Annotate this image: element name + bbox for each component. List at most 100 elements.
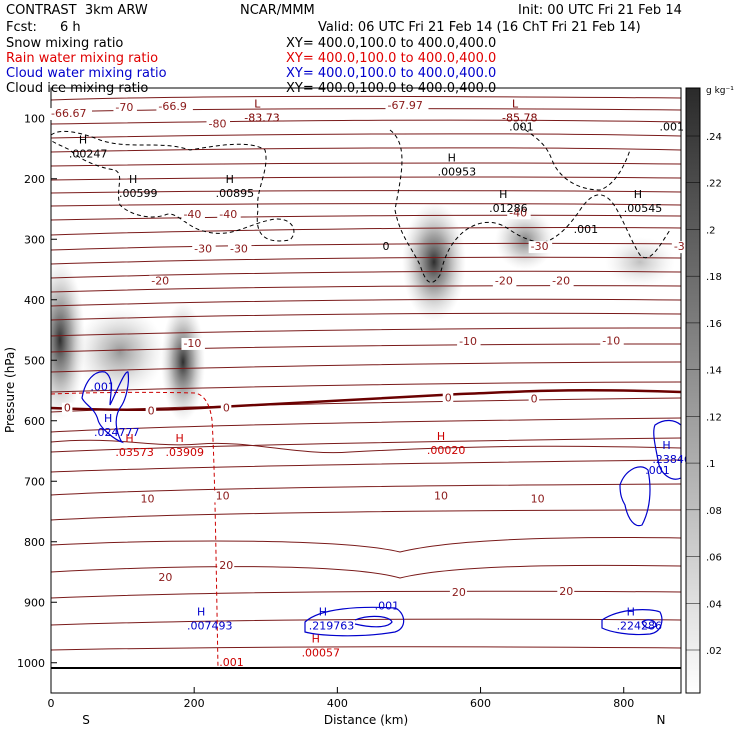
temperature-label: 20	[219, 559, 233, 572]
x-tick-label: 400	[327, 697, 348, 710]
cloud-water-contour	[304, 606, 405, 637]
extremum-value: .007493	[187, 619, 233, 632]
extremum-tag: H	[319, 605, 327, 618]
cloud-water-contour	[81, 371, 130, 444]
temperature-label: -40	[183, 208, 201, 221]
colorbar-label: .04	[706, 599, 722, 610]
temperature-label: 0	[531, 393, 538, 406]
x-tick-label: 600	[470, 697, 491, 710]
extremum-value: .224286	[617, 619, 663, 632]
temp-label-bg	[227, 243, 252, 256]
temp-label-bg	[217, 209, 241, 222]
y-axis-label: Pressure (hPa)	[3, 347, 17, 433]
plot-frame	[50, 87, 682, 694]
extremum-value: .00953	[438, 166, 477, 179]
temp-label-bg	[149, 275, 173, 288]
temperature-label: -70	[115, 101, 133, 114]
x-tick-label: 0	[48, 697, 55, 710]
temperature-label: 20	[452, 586, 466, 599]
x-tick-label: 200	[184, 697, 205, 710]
extremum-value: .01286	[489, 202, 528, 215]
forecast-label: Fcst:	[6, 20, 37, 35]
temperature-label: 0	[223, 402, 230, 415]
y-tick-label: 500	[24, 354, 45, 367]
ice-contour	[51, 130, 295, 242]
shading-blob	[51, 260, 85, 420]
extremum-tag: H	[499, 188, 507, 201]
contour-label: .001	[509, 120, 534, 133]
temperature-label: -20	[552, 275, 570, 288]
temp-label-bg	[442, 392, 454, 405]
temp-label-bg	[432, 490, 450, 503]
colorbar-label: .02	[706, 646, 722, 657]
valid-time: Valid: 06 UTC Fri 21 Feb 14 (16 ChT Fri …	[318, 20, 641, 35]
forecast-value: 6 h	[60, 20, 81, 35]
contour-label: .001	[574, 223, 599, 236]
temp-label-bg	[113, 101, 137, 114]
y-tick-label: 200	[24, 173, 45, 186]
extremum-value: .03909	[166, 446, 205, 459]
temp-label-bg	[217, 559, 235, 572]
temp-contour	[51, 439, 681, 454]
temperature-label: 0	[148, 405, 155, 418]
temperature-label: -10	[459, 335, 477, 348]
extremum-tag: H	[129, 173, 137, 186]
temp-contour	[51, 312, 681, 321]
temp-contour	[51, 270, 681, 279]
temp-contour	[51, 119, 681, 125]
temp-label-bg	[528, 241, 553, 254]
model-title: CONTRAST 3km ARW	[6, 3, 148, 18]
temp-contour	[51, 361, 681, 373]
extremum-value: .024777	[94, 426, 140, 439]
cloud-water-contours	[81, 371, 681, 637]
temp-contour	[51, 537, 681, 553]
extremum-tag: H	[634, 188, 642, 201]
temp-contour	[51, 214, 681, 221]
rain-contour	[51, 391, 219, 669]
temperature-label: -20	[495, 275, 513, 288]
temperature-label: -30	[531, 240, 549, 253]
y-tick-label: 100	[24, 112, 45, 125]
cloud-water-contour	[641, 619, 657, 629]
temperature-label: 10	[434, 489, 448, 502]
ice-contours	[51, 124, 671, 283]
colorbar-label: .18	[706, 272, 722, 283]
extremum-tag: H	[312, 633, 320, 646]
freezing-level-contour	[51, 389, 681, 412]
colorbar-label: .12	[706, 412, 722, 423]
contour-label: 0	[382, 240, 389, 253]
contour-label: .001	[660, 120, 685, 133]
legend-cloud-water-xy: XY= 400.0,100.0 to 400.0,400.0	[286, 66, 497, 81]
extremum-tag: H	[79, 134, 87, 147]
temp-label-bg	[528, 393, 540, 406]
shading-blob	[161, 302, 205, 422]
colorbar-label: .2	[706, 225, 716, 236]
extremum-value: .03573	[115, 446, 154, 459]
temp-contour	[51, 417, 681, 433]
temp-label-bg	[507, 207, 531, 220]
ice-contour	[389, 129, 671, 283]
cloud-water-contour	[653, 419, 681, 480]
temperature-label: 0	[64, 402, 71, 415]
contour-label: .001	[219, 656, 244, 669]
temperature-label: -66.9	[158, 100, 186, 113]
extremum-value: .00020	[427, 444, 466, 457]
legend-snow: Snow mixing ratio	[6, 36, 124, 51]
extremum-tag: L	[512, 97, 519, 110]
temp-contour	[51, 459, 681, 473]
temp-label-bg	[528, 493, 546, 506]
extremum-value: .00247	[69, 148, 108, 161]
temp-contour	[51, 590, 681, 599]
colorbar-label: .24	[706, 132, 722, 143]
center-label: NCAR/MMM	[240, 3, 315, 18]
temperature-label: -67.97	[387, 99, 422, 112]
cloud-water-contour	[354, 615, 393, 628]
temp-contour	[51, 133, 681, 139]
temp-contour	[51, 226, 681, 236]
temp-contour	[51, 242, 681, 251]
ice-contour	[519, 124, 631, 191]
colorbar-label: .16	[706, 319, 722, 330]
y-tick-label: 1000	[17, 657, 45, 670]
